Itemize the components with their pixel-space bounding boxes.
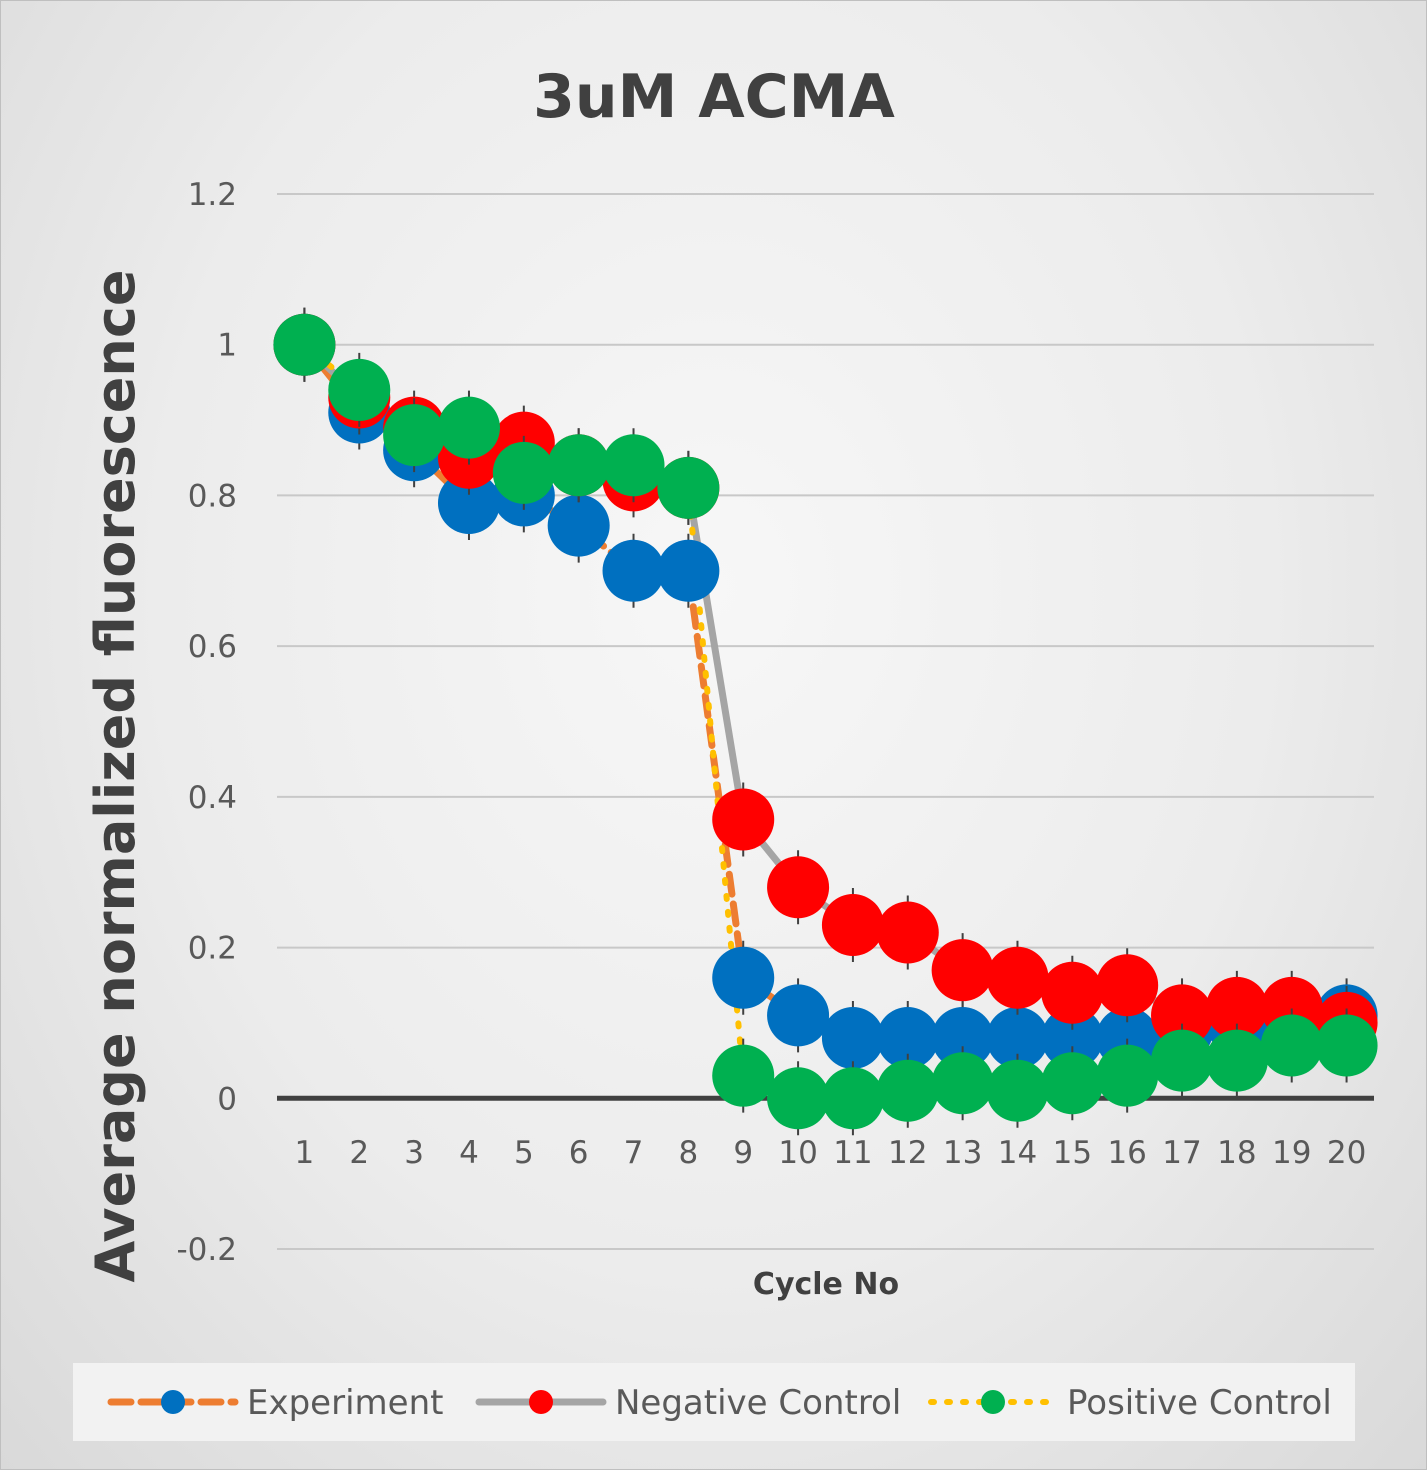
data-point (821, 1067, 884, 1130)
data-point (273, 313, 336, 376)
y-tick-label: 0.2 (188, 931, 237, 967)
x-tick-label: 1 (295, 1135, 315, 1171)
x-tick-label: 6 (569, 1135, 589, 1171)
legend-label: Experiment (247, 1383, 443, 1423)
data-point (1096, 1044, 1159, 1107)
x-tick-label: 20 (1327, 1135, 1366, 1171)
data-point (767, 1067, 830, 1130)
x-tick-label: 15 (1053, 1135, 1092, 1171)
data-point (876, 901, 939, 964)
x-tick-label: 8 (679, 1135, 699, 1171)
data-point (712, 1044, 775, 1107)
data-point (602, 539, 665, 602)
y-tick-label: 0.4 (188, 780, 237, 816)
data-point (1096, 954, 1159, 1017)
data-point (1260, 1014, 1323, 1077)
x-tick-label: 11 (833, 1135, 872, 1171)
x-tick-label: 5 (514, 1135, 534, 1171)
data-point (328, 358, 391, 421)
y-axis-label: Average normalized fluorescence (84, 270, 147, 1283)
x-tick-label: 13 (943, 1135, 982, 1171)
data-point (931, 939, 994, 1002)
legend-box (73, 1363, 1355, 1441)
data-point (602, 434, 665, 497)
x-tick-label: 12 (888, 1135, 927, 1171)
legend-label: Negative Control (615, 1383, 901, 1423)
x-tick-label: 14 (998, 1135, 1037, 1171)
y-tick-label: 1.2 (188, 177, 237, 213)
data-point (986, 946, 1049, 1009)
data-point (767, 856, 830, 919)
data-point (547, 434, 610, 497)
x-tick-label: 10 (778, 1135, 817, 1171)
x-tick-label: 17 (1162, 1135, 1201, 1171)
legend: Experiment Negative Control Positive Contr… (107, 1383, 1332, 1423)
data-point (1205, 976, 1268, 1039)
data-point (1041, 1052, 1104, 1115)
data-point (712, 946, 775, 1009)
data-point (931, 1007, 994, 1069)
series-group (273, 307, 1378, 1136)
data-point (1315, 1014, 1378, 1077)
legend-label: Positive Control (1067, 1383, 1332, 1423)
y-tick-label: -0.2 (177, 1232, 238, 1268)
data-point (383, 404, 446, 467)
x-axis-ticks: 1 2 3 4 5 6 7 8 9 10 11 12 13 14 15 16 17 18 19 20 (295, 1135, 1367, 1171)
x-tick-label: 2 (349, 1135, 369, 1171)
data-point (657, 456, 720, 519)
data-point (657, 539, 720, 602)
data-point (437, 471, 500, 534)
legend-marker (161, 1390, 185, 1414)
y-tick-label: 0 (217, 1081, 237, 1117)
legend-marker (981, 1390, 1005, 1414)
chart-title: 3uM ACMA (533, 62, 895, 132)
data-point (547, 494, 610, 557)
data-point (1041, 961, 1104, 1024)
x-axis-label: Cycle No (753, 1267, 899, 1302)
x-tick-label: 3 (404, 1135, 424, 1171)
data-point (1151, 1029, 1214, 1092)
x-tick-label: 9 (733, 1135, 753, 1171)
y-axis-ticks: 1.2 1 0.8 0.6 0.4 0.2 0 -0.2 (177, 177, 238, 1268)
data-point (821, 893, 884, 956)
data-point (712, 788, 775, 851)
data-point (931, 1052, 994, 1115)
data-point (492, 441, 555, 504)
data-point (1205, 1029, 1268, 1092)
data-point (986, 1007, 1049, 1069)
y-tick-label: 1 (217, 328, 237, 364)
data-point (821, 1007, 884, 1069)
x-tick-label: 16 (1107, 1135, 1146, 1171)
data-point (1151, 984, 1214, 1047)
data-point (876, 1007, 939, 1069)
y-tick-label: 0.6 (188, 629, 237, 665)
x-tick-label: 18 (1217, 1135, 1256, 1171)
x-tick-label: 4 (459, 1135, 479, 1171)
legend-marker (529, 1390, 553, 1414)
series-3-points (273, 307, 1378, 1136)
data-point (437, 396, 500, 459)
data-point (876, 1059, 939, 1122)
x-tick-label: 7 (624, 1135, 644, 1171)
x-tick-label: 19 (1272, 1135, 1311, 1171)
data-point (986, 1059, 1049, 1122)
y-tick-label: 0.8 (188, 478, 237, 514)
data-point (1041, 1007, 1104, 1069)
data-point (767, 984, 830, 1047)
